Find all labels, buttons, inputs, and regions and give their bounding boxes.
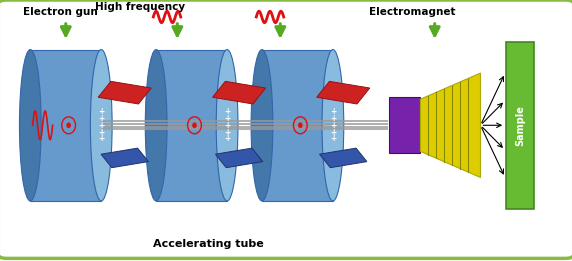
Text: +: + bbox=[330, 114, 336, 123]
Text: +: + bbox=[330, 107, 336, 116]
Ellipse shape bbox=[66, 122, 71, 128]
Bar bbox=[389, 97, 420, 153]
Ellipse shape bbox=[322, 50, 344, 201]
Ellipse shape bbox=[19, 50, 41, 201]
Text: +: + bbox=[98, 121, 104, 130]
Ellipse shape bbox=[251, 50, 273, 201]
Ellipse shape bbox=[216, 50, 238, 201]
Text: +: + bbox=[224, 107, 230, 116]
Text: Sample: Sample bbox=[515, 105, 525, 146]
Polygon shape bbox=[317, 81, 370, 104]
Text: High frequency: High frequency bbox=[95, 2, 185, 11]
Bar bbox=[156, 50, 227, 201]
Text: Accelerating tube: Accelerating tube bbox=[153, 239, 264, 249]
Ellipse shape bbox=[145, 50, 167, 201]
Text: +: + bbox=[98, 114, 104, 123]
Text: Electron gun: Electron gun bbox=[23, 7, 98, 17]
Text: Electromagnet: Electromagnet bbox=[368, 7, 455, 17]
Text: +: + bbox=[98, 128, 104, 137]
Text: +: + bbox=[330, 128, 336, 137]
Ellipse shape bbox=[192, 122, 197, 128]
Text: +: + bbox=[224, 114, 230, 123]
Polygon shape bbox=[320, 148, 367, 168]
Ellipse shape bbox=[298, 122, 303, 128]
Bar bbox=[30, 50, 101, 201]
Polygon shape bbox=[213, 81, 265, 104]
Bar bbox=[262, 50, 333, 201]
Text: +: + bbox=[224, 121, 230, 130]
Text: +: + bbox=[224, 134, 230, 143]
Text: +: + bbox=[330, 134, 336, 143]
Text: +: + bbox=[98, 134, 104, 143]
Text: +: + bbox=[98, 107, 104, 116]
Bar bbox=[506, 42, 534, 209]
Ellipse shape bbox=[90, 50, 112, 201]
Text: +: + bbox=[224, 128, 230, 137]
Polygon shape bbox=[420, 73, 480, 177]
Polygon shape bbox=[101, 148, 148, 168]
Polygon shape bbox=[216, 148, 263, 168]
Text: +: + bbox=[330, 121, 336, 130]
Polygon shape bbox=[98, 81, 151, 104]
